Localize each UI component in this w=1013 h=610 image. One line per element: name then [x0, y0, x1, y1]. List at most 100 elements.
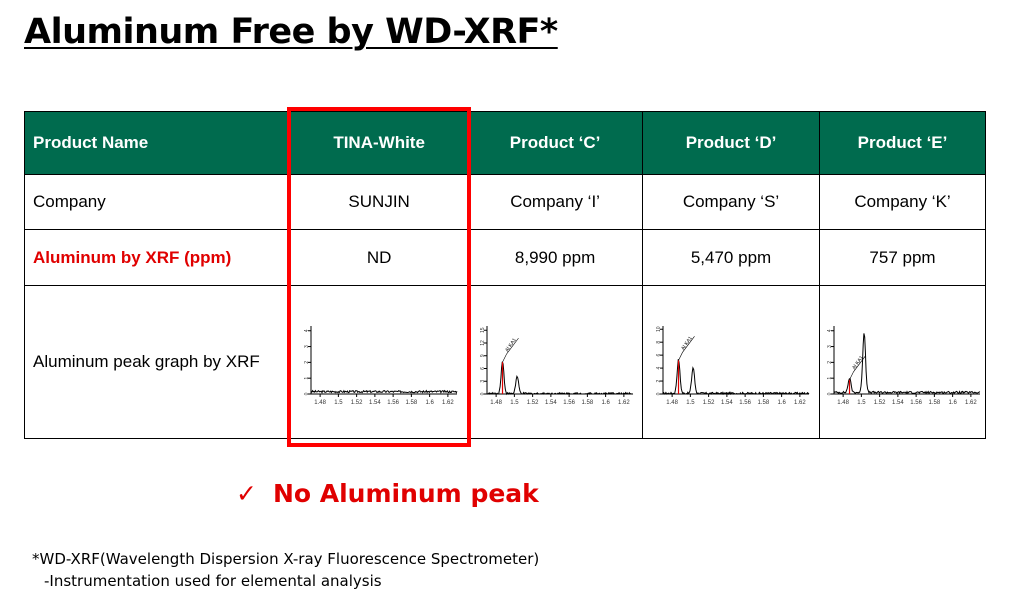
x-tick-label: 1.6: [948, 400, 957, 406]
header-product-c: Product ‘C’: [467, 111, 644, 175]
y-tick-label: 15: [480, 327, 486, 333]
y-tick-label: 1: [304, 377, 310, 380]
y-tick-label: 3: [827, 345, 833, 348]
table-cell: 757 ppm: [819, 229, 986, 286]
no-aluminum-note: ✓ No Aluminum peak: [236, 479, 539, 508]
header-product-d: Product ‘D’: [642, 111, 820, 175]
page-title: Aluminum Free by WD-XRF*: [24, 12, 558, 52]
x-tick-label: 1.6: [777, 400, 786, 406]
peak-label-leader: [849, 355, 866, 380]
table-cell: Company ‘K’: [819, 174, 986, 230]
y-tick-label: 2: [827, 361, 833, 364]
table-row-aluminum: Aluminum by XRF (ppm) ND 8,990 ppm 5,470…: [23, 229, 986, 286]
xrf-chart-tina-white: 0 1 2 3 4 1.48 1.5 1.52 1.54 1.56 1.58 1.6 1.62: [304, 326, 458, 406]
y-tick-label: 1: [827, 377, 833, 380]
y-tick-label: 6: [656, 354, 662, 357]
xrf-chart-product-c: 0 3 6 9 12 15 1.48 1.5 1.52 1.54 1.56 1.58 1.6 1.62 Al…: [480, 326, 633, 406]
x-tick-label: 1.58: [757, 400, 769, 406]
footnote-line-1: *WD-XRF(Wavelength Dispersion X-ray Fluo…: [32, 550, 540, 568]
y-tick-label: 0: [304, 392, 310, 395]
footnote-line-2: -Instrumentation used for elemental anal…: [44, 572, 382, 590]
x-tick-label: 1.62: [794, 400, 806, 406]
x-tick-label: 1.62: [442, 400, 454, 406]
peak-label-leader: [677, 336, 695, 361]
table-cell: 5,470 ppm: [642, 229, 820, 286]
x-tick-label: 1.62: [965, 400, 977, 406]
row-label-graph: Aluminum peak graph by XRF: [23, 285, 292, 439]
y-tick-label: 2: [304, 361, 310, 364]
x-tick-label: 1.54: [721, 400, 733, 406]
x-tick-label: 1.58: [929, 400, 941, 406]
x-tick-label: 1.5: [857, 400, 866, 406]
y-tick-label: 4: [827, 329, 833, 332]
peak-label-leader: [501, 337, 519, 363]
x-tick-label: 1.62: [618, 400, 630, 406]
comparison-table: Product Name TINA-White Product ‘C’ Prod…: [23, 111, 986, 439]
y-tick-label: 9: [480, 354, 486, 357]
table-cell: SUNJIN: [290, 174, 469, 230]
table-cell: ND: [290, 229, 469, 286]
peak-label: Al KA1: [851, 355, 865, 371]
y-tick-label: 0: [827, 392, 833, 395]
x-tick-label: 1.5: [334, 400, 343, 406]
graph-cell: 0 1 2 3 4 1.48 1.5 1.52 1.54 1.56 1.58 1.6 1.62: [290, 285, 469, 439]
peak-label: Al KA1: [680, 335, 694, 351]
table-cell: 8,990 ppm: [467, 229, 644, 286]
spectrum-line: [310, 389, 458, 394]
table-row-graph: Aluminum peak graph by XRF 0 1 2 3 4 1.48 1.5 1…: [23, 285, 986, 439]
y-tick-label: 0: [656, 392, 662, 395]
footnote: *WD-XRF(Wavelength Dispersion X-ray Fluo…: [32, 548, 539, 592]
y-tick-label: 12: [480, 340, 486, 346]
x-tick-label: 1.56: [739, 400, 751, 406]
x-tick-label: 1.48: [666, 400, 678, 406]
note-text: No Aluminum peak: [272, 479, 539, 508]
x-tick-label: 1.5: [510, 400, 519, 406]
xrf-chart-product-d: 0 2 4 6 8 10 1.48 1.5 1.52 1.54 1.56 1.58 1.6 1.62 Al …: [656, 326, 809, 406]
x-tick-label: 1.52: [874, 400, 886, 406]
x-tick-label: 1.54: [369, 400, 381, 406]
table-cell: Company ‘S’: [642, 174, 820, 230]
check-icon: ✓: [236, 479, 257, 508]
spectrum-line: [486, 361, 633, 396]
table-row-company: Company SUNJIN Company ‘I’ Company ‘S’ C…: [23, 174, 986, 230]
table-cell: Company ‘I’: [467, 174, 644, 230]
y-tick-label: 4: [304, 329, 310, 332]
y-tick-label: 6: [480, 367, 486, 370]
header-tina-white: TINA-White: [290, 111, 469, 175]
y-tick-label: 10: [656, 326, 662, 332]
x-tick-label: 1.6: [425, 400, 434, 406]
y-tick-label: 0: [480, 392, 486, 395]
y-tick-label: 8: [656, 341, 662, 344]
x-tick-label: 1.54: [545, 400, 557, 406]
x-tick-label: 1.52: [526, 400, 538, 406]
spectrum-line: [833, 333, 981, 395]
y-tick-label: 4: [656, 366, 662, 369]
header-product-name: Product Name: [23, 111, 292, 175]
x-tick-label: 1.48: [490, 400, 502, 406]
x-tick-label: 1.48: [837, 400, 849, 406]
x-tick-label: 1.54: [892, 400, 904, 406]
table-header-row: Product Name TINA-White Product ‘C’ Prod…: [23, 111, 986, 175]
x-tick-label: 1.58: [405, 400, 417, 406]
peak-label: Al KA1: [504, 337, 518, 353]
row-label-company: Company: [23, 174, 292, 230]
y-tick-label: 3: [480, 380, 486, 383]
x-tick-label: 1.5: [686, 400, 695, 406]
x-tick-label: 1.6: [601, 400, 610, 406]
x-tick-label: 1.48: [314, 400, 326, 406]
x-tick-label: 1.58: [581, 400, 593, 406]
graph-cell: 0 1 2 3 4 1.48 1.5 1.52 1.54 1.56 1.58 1.6 1.62 Al KA…: [819, 285, 986, 439]
y-tick-label: 2: [656, 379, 662, 382]
x-tick-label: 1.56: [563, 400, 575, 406]
graph-cell: 0 3 6 9 12 15 1.48 1.5 1.52 1.54 1.56 1.58 1.6 1.62 Al…: [467, 285, 644, 439]
x-tick-label: 1.52: [350, 400, 362, 406]
x-tick-label: 1.56: [910, 400, 922, 406]
graph-cell: 0 2 4 6 8 10 1.48 1.5 1.52 1.54 1.56 1.58 1.6 1.62 Al …: [642, 285, 820, 439]
header-product-e: Product ‘E’: [819, 111, 986, 175]
row-label-aluminum: Aluminum by XRF (ppm): [23, 229, 292, 286]
y-tick-label: 3: [304, 345, 310, 348]
x-tick-label: 1.52: [702, 400, 714, 406]
x-tick-label: 1.56: [387, 400, 399, 406]
xrf-chart-product-e: 0 1 2 3 4 1.48 1.5 1.52 1.54 1.56 1.58 1.6 1.62 Al KA…: [827, 326, 981, 406]
spectrum-line: [662, 359, 809, 396]
